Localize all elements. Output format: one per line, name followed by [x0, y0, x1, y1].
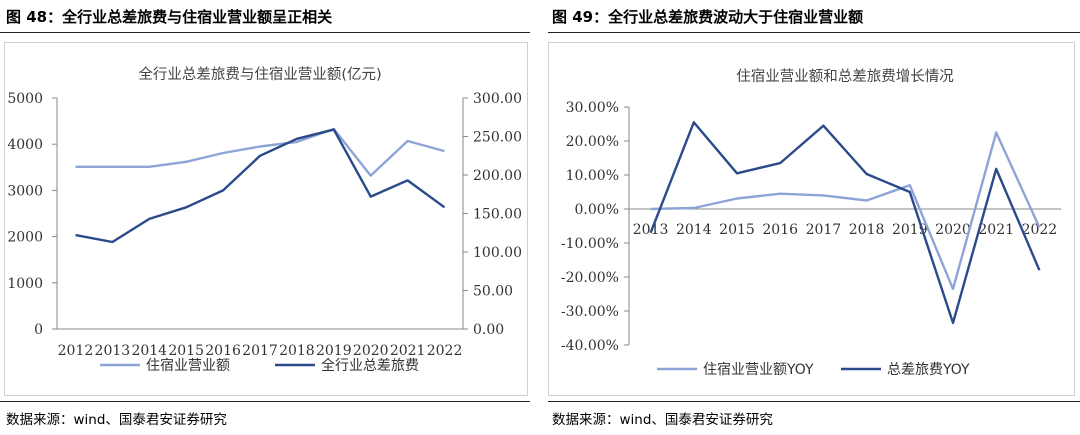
- chart-48-right-tick-label: 200.00: [473, 168, 522, 184]
- chart-49-legend-label-2: 总差旅费YOY: [887, 362, 970, 378]
- chart-48-right-tick-label: 150.00: [473, 207, 522, 223]
- chart-48-x-tick-label: 2014: [131, 343, 167, 359]
- figure-49-source: 数据来源：wind、国泰君安证券研究: [552, 412, 773, 428]
- chart-49: 住宿业营业额和总差旅费增长情况 30.00% 20.00% 10.00% 0.00% -1…: [561, 68, 1061, 378]
- chart-49-y-tick-label: 20.00%: [566, 134, 619, 150]
- chart-49-x-tick-label: 2021: [978, 222, 1014, 238]
- chart-48-x-tick-label: 2015: [168, 343, 204, 359]
- chart-48-left-tick-label: 5000: [7, 91, 43, 107]
- chart-49-y-tick-label: -30.00%: [561, 304, 619, 320]
- chart-48-x-tick-label: 2018: [279, 343, 315, 359]
- chart-48-left-tick-label: 0: [34, 322, 43, 338]
- figure-49-title-rule: [548, 32, 1080, 33]
- chart-49-y-tick-label: 30.00%: [566, 100, 619, 116]
- chart-49-series-line-2: [649, 121, 1041, 325]
- chart-48-right-tick-label: 300.00: [473, 91, 522, 107]
- chart-48-left-tick-label: 1000: [7, 276, 43, 292]
- figure-49-title: 图 49：全行业总差旅费波动大于住宿业营业额: [552, 8, 864, 26]
- chart-48-legend-label-2: 全行业总差旅费: [321, 357, 419, 374]
- figure-48-title: 图 48：全行业总差旅费与住宿业营业额呈正相关: [6, 8, 333, 26]
- chart-48-right-tick-label: 100.00: [473, 245, 522, 261]
- chart-49-title: 住宿业营业额和总差旅费增长情况: [736, 68, 954, 85]
- figure-48-title-rule: [0, 32, 530, 33]
- chart-48-right-tick-label: 0.00: [473, 322, 504, 338]
- chart-48: 全行业总差旅费与住宿业营业额(亿元) 0 1000 2000 3000 4000 5000 0…: [7, 65, 522, 374]
- chart-48-series-line-2: [75, 128, 446, 244]
- chart-48-x-tick-label: 2021: [390, 343, 426, 359]
- chart-49-y-tick-label: 0.00%: [575, 202, 619, 218]
- chart-49-y-tick-label: -20.00%: [561, 270, 619, 286]
- chart-48-right-tick-label: 250.00: [473, 130, 522, 146]
- chart-49-series-line-1: [650, 131, 1041, 291]
- figure-48-panel: 全行业总差旅费与住宿业营业额(亿元) 0 1000 2000 3000 4000 5000 0…: [4, 42, 528, 396]
- chart-48-series-line-1: [75, 127, 445, 177]
- chart-48-left-tick-label: 2000: [7, 230, 43, 246]
- chart-48-x-tick-label: 2020: [353, 343, 389, 359]
- chart-48-right-tick-label: 50.00: [473, 284, 513, 300]
- figure-49-panel: 住宿业营业额和总差旅费增长情况 30.00% 20.00% 10.00% 0.00% -1…: [548, 42, 1075, 396]
- chart-49-x-tick-label: 2020: [935, 222, 971, 238]
- chart-49-x-tick-label: 2017: [806, 222, 842, 238]
- chart-48-x-tick-label: 2017: [242, 343, 278, 359]
- chart-48-title: 全行业总差旅费与住宿业营业额(亿元): [138, 65, 381, 83]
- chart-48-x-tick-label: 2016: [205, 343, 241, 359]
- chart-49-y-tick-label: -10.00%: [561, 236, 619, 252]
- chart-49-y-tick-label: 10.00%: [566, 168, 619, 184]
- chart-49-x-tick-label: 2016: [762, 222, 798, 238]
- chart-49-legend-label-1: 住宿业营业额YOY: [703, 361, 814, 378]
- chart-48-x-tick-label: 2022: [427, 343, 463, 359]
- figure-48-bottom-rule: [0, 401, 530, 402]
- chart-49-x-tick-label: 2019: [892, 222, 928, 238]
- chart-48-left-tick-label: 4000: [7, 137, 43, 153]
- chart-48-legend-label-1: 住宿业营业额: [146, 357, 230, 374]
- chart-49-y-tick-label: -40.00%: [561, 338, 619, 354]
- chart-48-x-tick-label: 2019: [316, 343, 352, 359]
- chart-49-x-tick-label: 2022: [1022, 222, 1058, 238]
- chart-49-x-tick-label: 2015: [719, 222, 755, 238]
- figure-48-source: 数据来源：wind、国泰君安证券研究: [6, 412, 227, 428]
- chart-49-x-tick-label: 2018: [849, 222, 885, 238]
- figure-49-bottom-rule: [548, 401, 1080, 402]
- chart-48-x-tick-label: 2012: [58, 343, 94, 359]
- chart-48-left-tick-label: 3000: [7, 183, 43, 199]
- chart-49-x-tick-label: 2014: [676, 222, 712, 238]
- chart-48-x-tick-label: 2013: [95, 343, 131, 359]
